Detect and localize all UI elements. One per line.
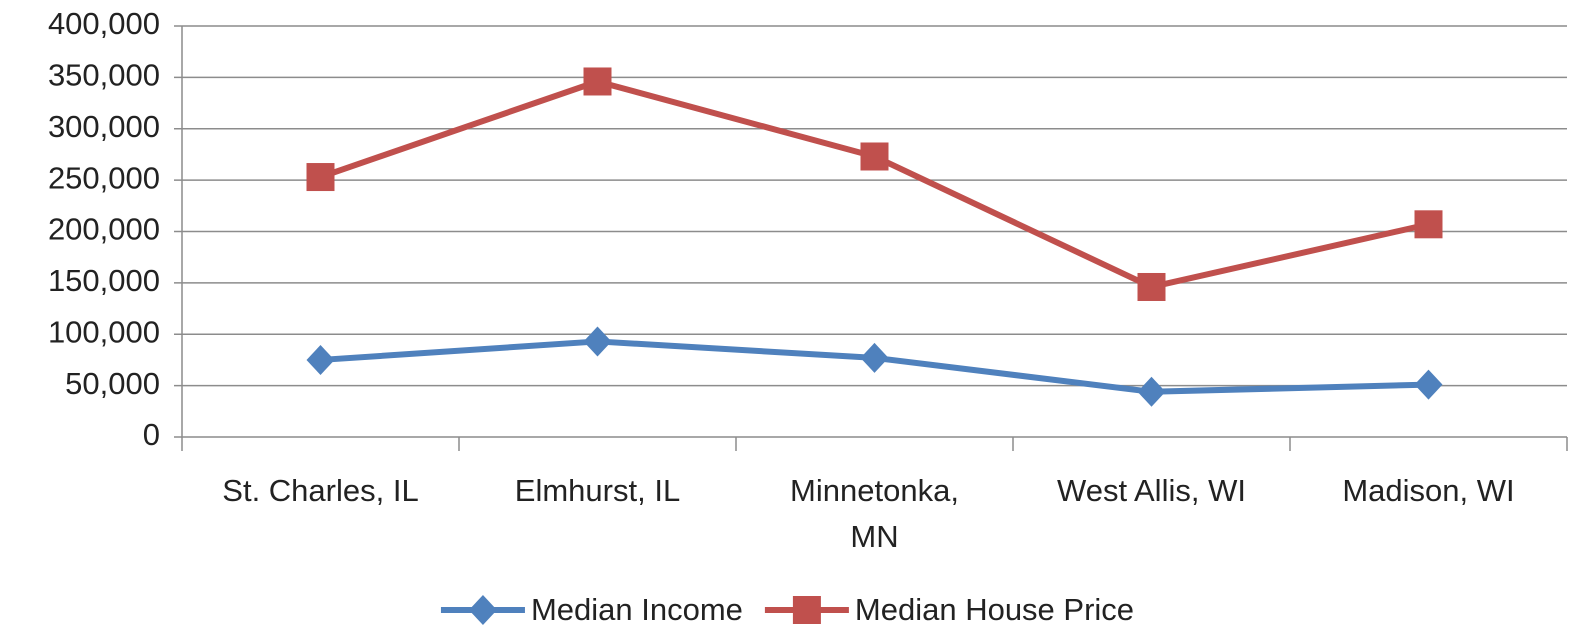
y-tick-label: 250,000	[48, 160, 160, 195]
y-tick-label: 150,000	[48, 263, 160, 298]
marker	[1137, 376, 1166, 407]
y-tick-label: 350,000	[48, 58, 160, 93]
y-tick-label: 200,000	[48, 212, 160, 247]
series-line	[319, 78, 1430, 290]
marker	[306, 163, 335, 192]
marker	[306, 344, 335, 375]
marker	[1414, 369, 1443, 400]
legend-label: Median Income	[531, 592, 743, 627]
marker	[1137, 272, 1166, 301]
marker	[860, 142, 889, 171]
marker	[583, 326, 612, 357]
legend: Median Income Median House Price	[440, 592, 1134, 627]
x-tick-label: West Allis, WI	[1057, 473, 1246, 508]
y-tick-label: 100,000	[48, 314, 160, 349]
legend-item: Median Income	[440, 592, 743, 627]
x-tick-label: Madison, WI	[1342, 473, 1515, 508]
y-tick-label: 50,000	[65, 366, 160, 401]
marker	[583, 67, 612, 96]
marker	[1414, 210, 1443, 239]
legend-label: Median House Price	[855, 592, 1134, 627]
x-tick-label: Elmhurst, IL	[514, 473, 681, 508]
x-tick-label: St. Charles, IL	[222, 473, 419, 508]
y-tick-label: 300,000	[48, 109, 160, 144]
marker	[468, 595, 497, 625]
y-tick-label: 400,000	[48, 6, 160, 41]
legend-item: Median House Price	[764, 592, 1134, 627]
marker	[860, 342, 889, 373]
marker	[792, 596, 821, 624]
y-tick-label: 0	[143, 417, 160, 452]
x-tick-label: Minnetonka, MN	[790, 473, 959, 554]
